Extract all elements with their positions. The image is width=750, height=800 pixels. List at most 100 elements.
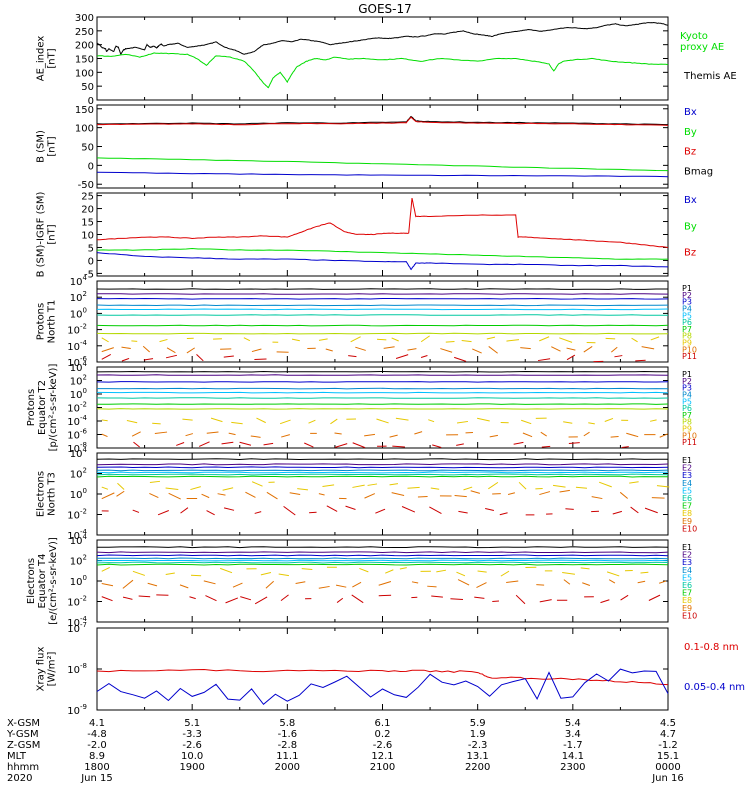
channel-segment <box>254 596 268 605</box>
channel-e10 <box>101 505 658 516</box>
legend-bz: Bz <box>684 147 696 158</box>
channel-p6 <box>96 314 668 316</box>
channel-segment <box>411 581 419 584</box>
channel-segment <box>414 431 423 435</box>
legend-p3: P3 <box>682 384 692 393</box>
channel-segment <box>122 579 134 589</box>
channel-segment <box>522 432 533 438</box>
legend-e1: E1 <box>682 543 692 552</box>
legend-0-05-0-4-nm: 0.05-0.4 nm <box>684 682 745 693</box>
channel-e6 <box>96 473 669 476</box>
x-axis-value: 4.7 <box>660 729 676 740</box>
channel-e2 <box>96 463 669 466</box>
x-axis-value: 8.9 <box>89 751 105 762</box>
plot-frame <box>96 366 669 449</box>
channel-segment <box>606 571 620 577</box>
channel-segment <box>308 419 316 424</box>
channel-segment <box>488 481 499 490</box>
x-row-label: X-GSM <box>7 718 40 729</box>
y-tick-label: 0 <box>88 161 94 172</box>
channel-segment <box>232 582 243 588</box>
legend-p11: P11 <box>682 352 697 361</box>
channel-e1 <box>96 458 669 461</box>
channel-p3 <box>96 381 669 383</box>
legend-e2: E2 <box>682 464 692 473</box>
channel-segment <box>165 487 179 490</box>
channel-p7 <box>97 403 669 405</box>
x-axis-value: 4.1 <box>89 718 105 729</box>
plot-frame <box>96 192 669 277</box>
x-axis-value: Jun 16 <box>651 773 684 784</box>
y-axis-label: AE_index[nT] <box>36 36 58 82</box>
channel-segment <box>650 336 660 341</box>
y-axis-label: ProtonsEquator T2[p/(cm²-s-sr-keV)] <box>26 364 59 452</box>
plot-frame <box>96 104 669 189</box>
y-tick-label: 100 <box>70 306 87 320</box>
channel-segment <box>116 490 125 497</box>
x-row-label: hhmm <box>7 762 39 773</box>
channel-segment <box>281 434 290 438</box>
channel-e9 <box>101 579 667 589</box>
channel-segment <box>656 485 670 488</box>
channel-segment <box>179 584 189 589</box>
legend-bmag: Bmag <box>684 166 713 177</box>
channel-segment <box>223 507 235 511</box>
channel-segment <box>133 441 140 448</box>
channel-segment <box>610 436 619 438</box>
y-tick-label: 250 <box>75 27 94 38</box>
y-axis-label: ElectronsEquator T4[e/(cm²-s-sr-keV)] <box>26 537 59 625</box>
legend-p9: P9 <box>682 339 692 348</box>
channel-segment <box>440 348 453 353</box>
channel-segment <box>395 417 409 421</box>
channel-segment <box>376 418 389 424</box>
channel-segment <box>485 507 495 511</box>
channel-segment <box>263 442 274 446</box>
channel-segment <box>407 486 420 489</box>
channel-segment <box>186 347 195 354</box>
channel-p1 <box>96 288 668 290</box>
channel-segment <box>256 417 266 424</box>
channel-segment <box>334 432 342 435</box>
channel-p1 <box>96 370 669 373</box>
channel-segment <box>513 441 524 445</box>
legend-e7: E7 <box>682 502 692 511</box>
channel-segment <box>392 445 405 448</box>
channel-segment <box>122 596 133 600</box>
channel-segment <box>143 358 154 361</box>
channel-segment <box>588 422 595 425</box>
legend-e8: E8 <box>682 596 692 605</box>
channel-segment <box>138 595 151 598</box>
channel-e9 <box>101 489 665 500</box>
channel-segment <box>640 571 649 574</box>
channel-segment <box>345 505 356 510</box>
legend-bx: Bx <box>684 107 697 118</box>
y-tick-label: 10-2 <box>67 401 87 415</box>
channel-segment <box>132 509 140 513</box>
channel-segment <box>222 487 234 491</box>
channel-p2 <box>96 293 669 295</box>
channel-e6 <box>96 561 669 564</box>
y-tick-label: 102 <box>70 467 87 481</box>
legend-p11: P11 <box>682 438 697 447</box>
channel-segment <box>583 431 590 437</box>
channel-segment <box>399 567 407 570</box>
channel-segment <box>391 492 405 497</box>
x-axis-value: 2300 <box>560 762 585 773</box>
channel-segment <box>580 567 590 570</box>
series-by <box>96 157 669 172</box>
legend-e8: E8 <box>682 509 692 518</box>
channel-p7 <box>96 324 669 327</box>
channel-p2 <box>96 374 669 376</box>
y-axis-label: B (SM)-IGRF (SM)[nT] <box>36 192 58 278</box>
x-axis-value: Jun 15 <box>80 773 113 784</box>
channel-segment <box>621 446 629 449</box>
y-tick-label: 10-6 <box>67 428 87 442</box>
series-bz <box>97 116 669 126</box>
y-tick-label: 20 <box>81 205 94 216</box>
channel-segment <box>635 359 646 362</box>
channel-segment <box>600 599 610 604</box>
channel-segment <box>101 492 115 500</box>
legend-e4: E4 <box>682 479 692 488</box>
